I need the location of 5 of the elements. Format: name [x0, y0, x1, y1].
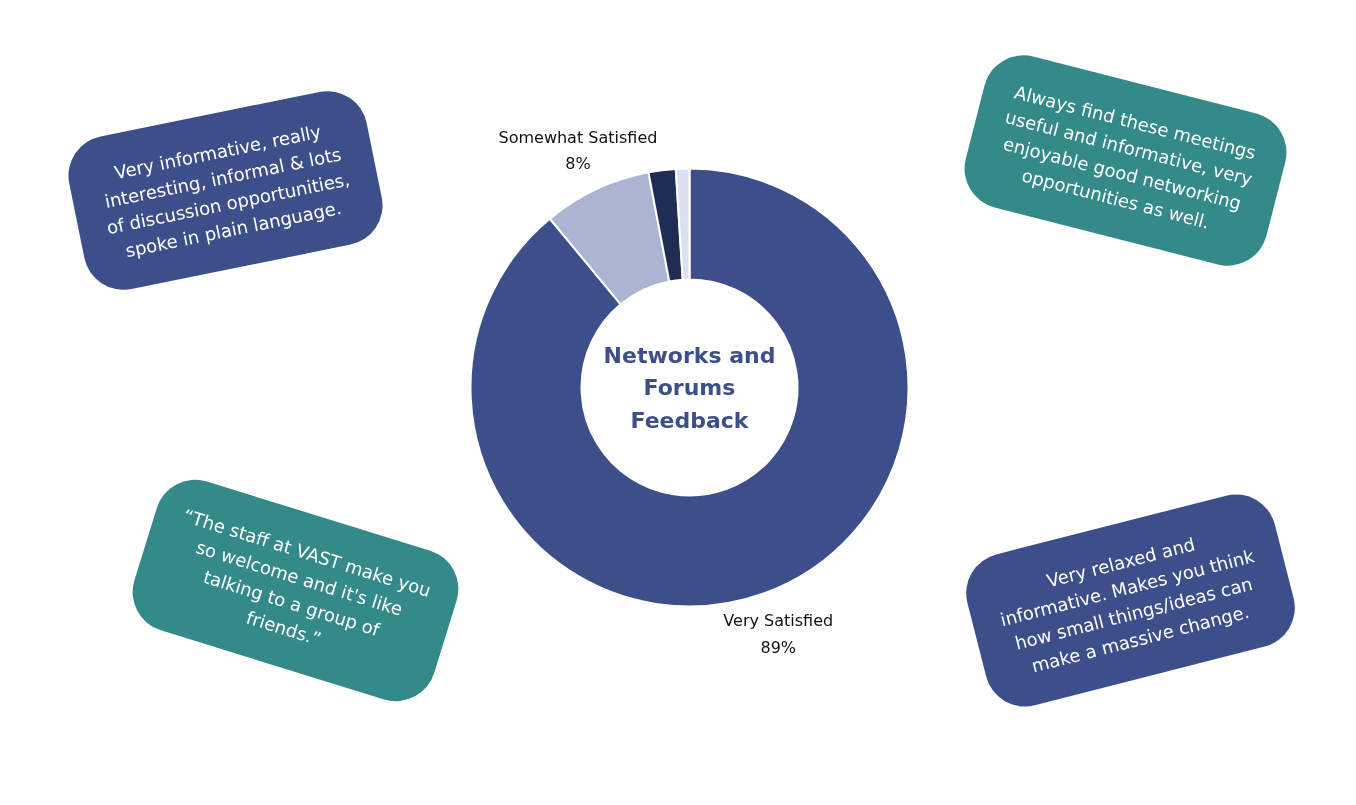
data-label: 89%: [760, 637, 797, 657]
slice-label: Somewhat Satisfied: [498, 127, 658, 147]
data-label: 8%: [565, 154, 591, 174]
text: Networks and Forums Feedback: [603, 342, 776, 433]
slice-label: Very Satisfied: [723, 611, 834, 631]
